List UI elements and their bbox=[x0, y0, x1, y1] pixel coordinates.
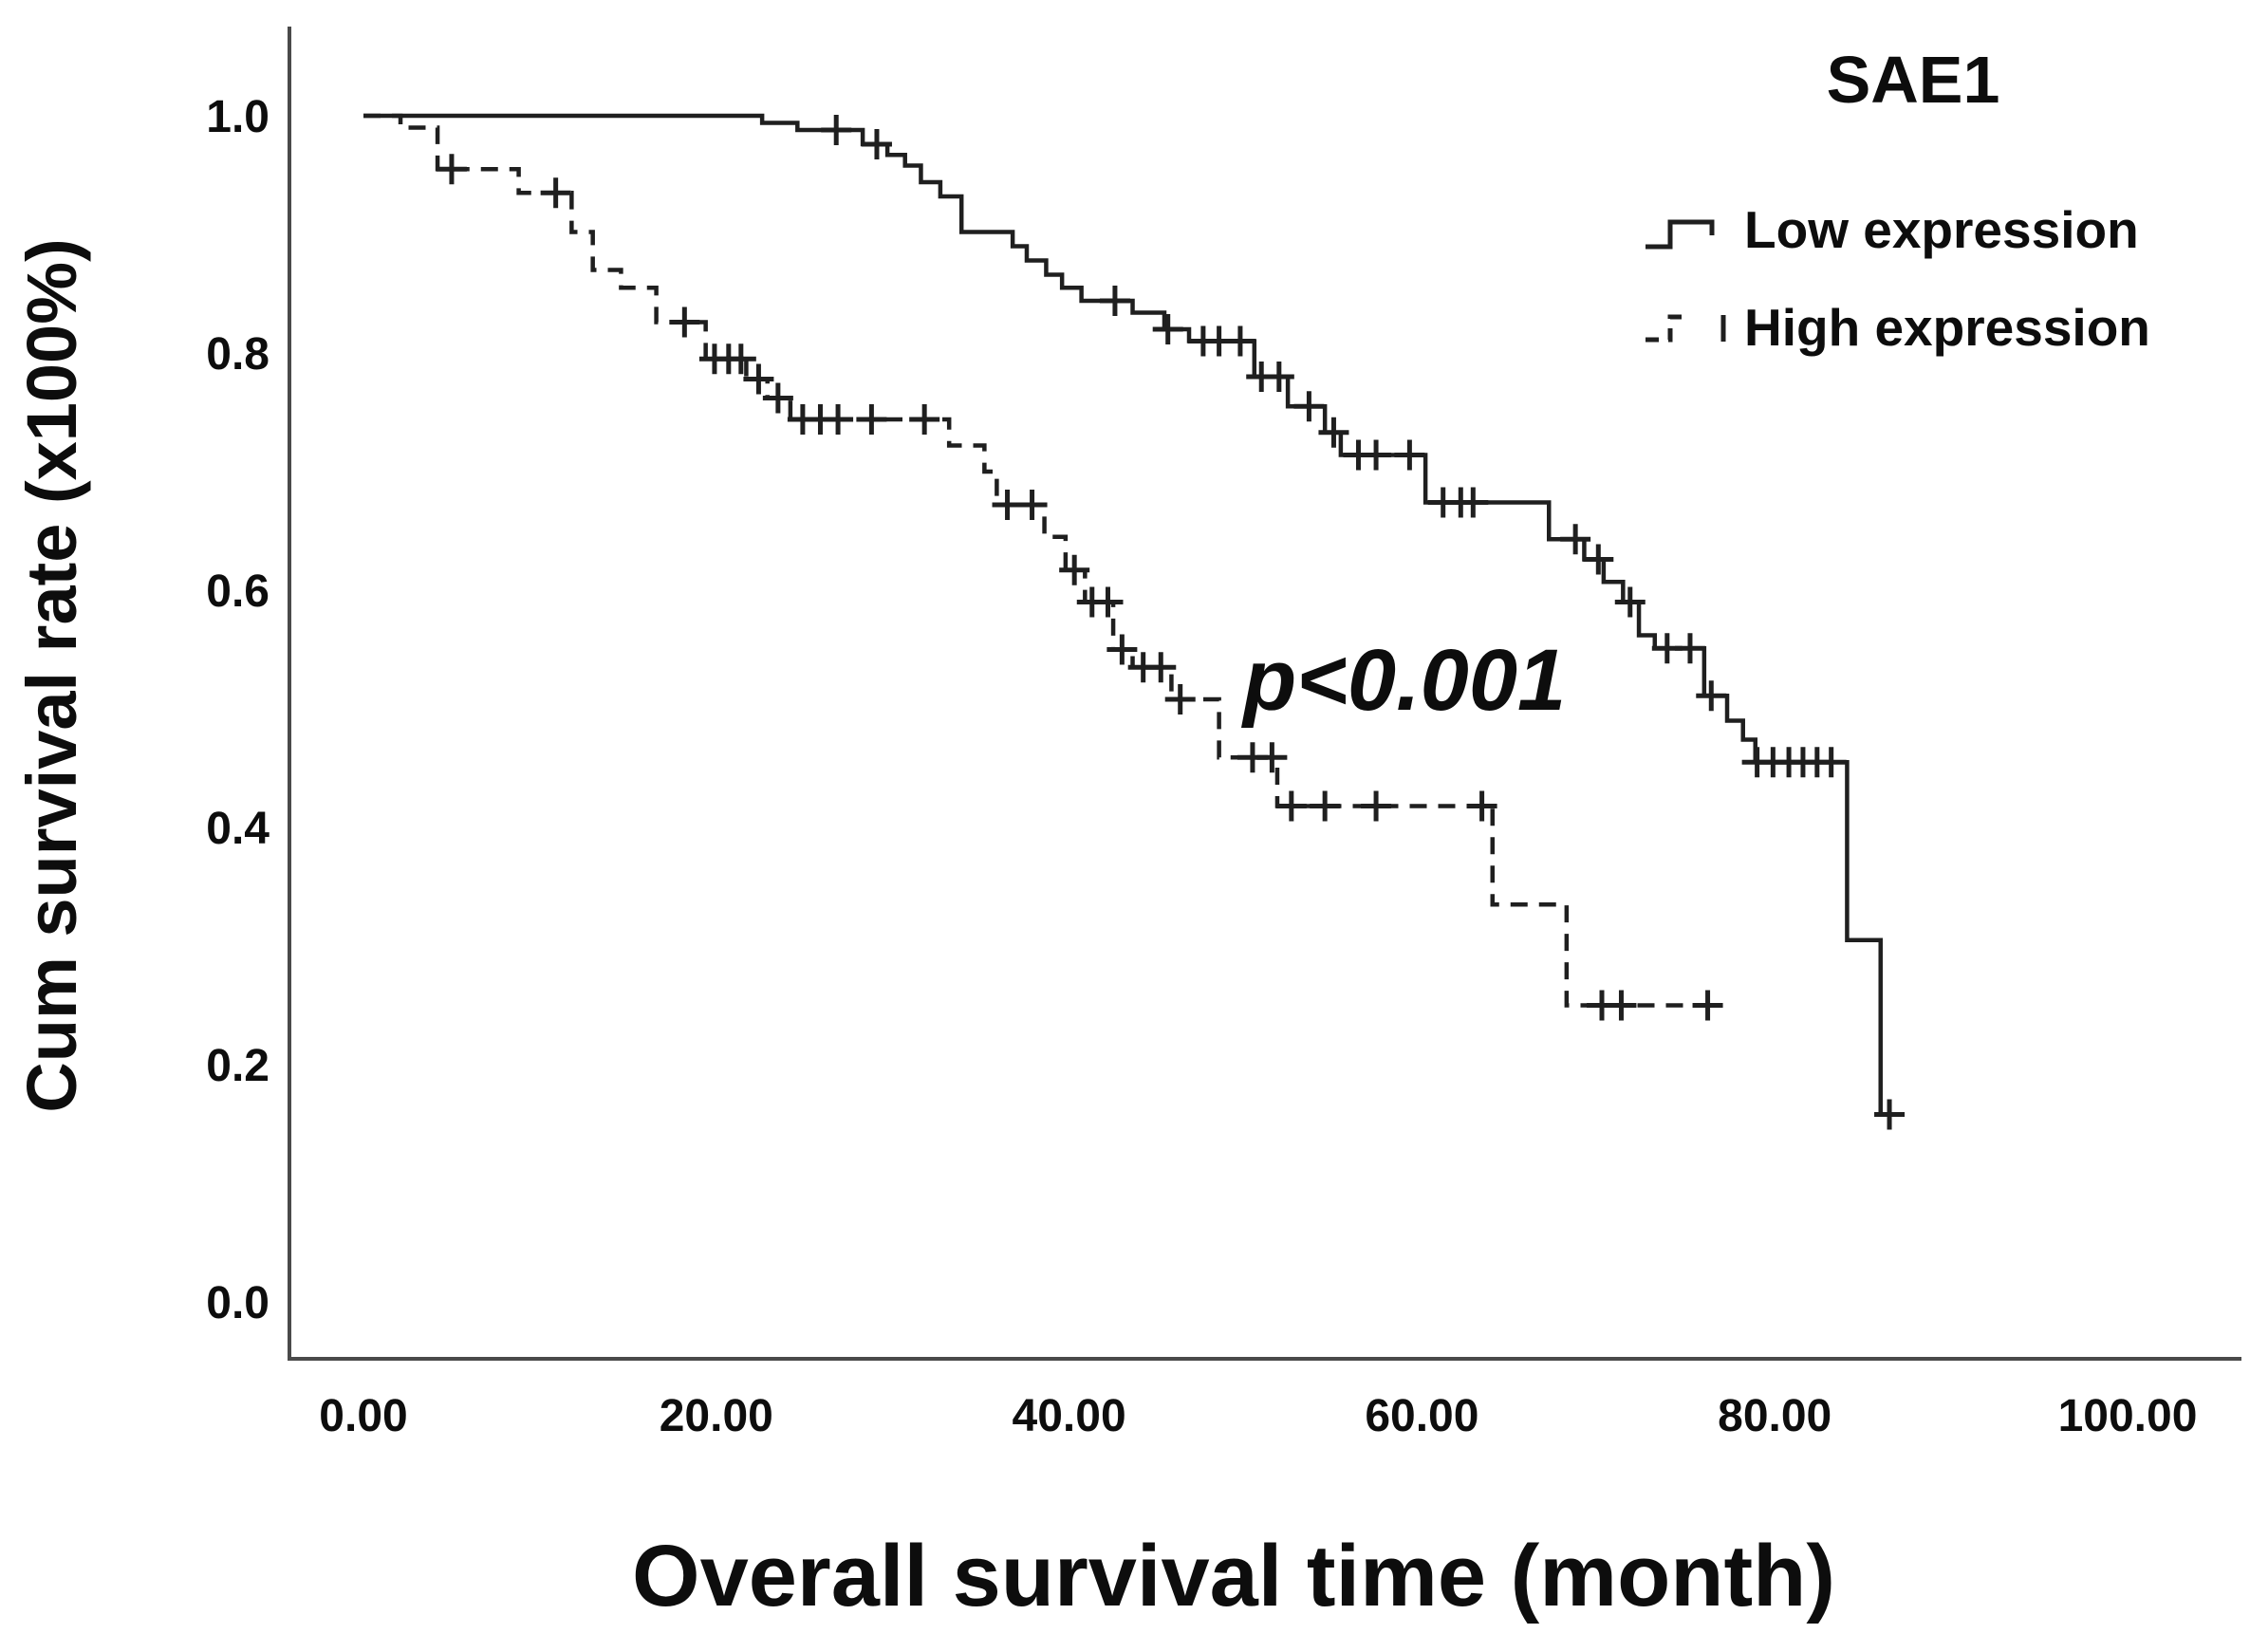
censor-plus-mark bbox=[1318, 417, 1349, 448]
censor-plus-mark bbox=[1692, 990, 1723, 1021]
censor-plus-mark bbox=[1224, 325, 1255, 357]
censor-plus-mark bbox=[1394, 439, 1425, 471]
y-tick-label: 0.0 bbox=[206, 1278, 270, 1328]
censor-plus-mark bbox=[1560, 524, 1591, 555]
censor-plus-mark bbox=[1815, 747, 1847, 778]
censor-plus-mark bbox=[823, 404, 854, 435]
legend-dashed-line-icon bbox=[1646, 314, 1685, 343]
censor-marks-low-expression bbox=[821, 115, 1906, 1130]
censor-plus-mark bbox=[861, 129, 892, 159]
censor-plus-mark bbox=[436, 154, 467, 185]
censor-plus-mark bbox=[1614, 586, 1646, 618]
p-value-annotation: p<0.001 bbox=[1240, 632, 1566, 729]
legend: SAE1 Low expression High expression bbox=[1646, 43, 2150, 357]
censor-plus-mark bbox=[1145, 652, 1177, 683]
censor-plus-mark bbox=[762, 382, 793, 414]
censor-plus-mark bbox=[1874, 1099, 1906, 1130]
x-axis-title: Overall survival time (month) bbox=[632, 1528, 1835, 1624]
censor-plus-mark bbox=[1361, 790, 1392, 822]
censor-plus-mark bbox=[1293, 391, 1325, 422]
censor-plus-mark bbox=[1164, 684, 1196, 715]
censor-plus-mark bbox=[821, 115, 852, 145]
censor-plus-mark bbox=[1099, 286, 1130, 316]
censor-plus-mark bbox=[725, 343, 756, 375]
survival-curve-high-expression bbox=[363, 113, 1722, 1008]
y-tick-label: 0.4 bbox=[206, 804, 270, 854]
censor-plus-mark bbox=[1310, 790, 1341, 822]
censor-plus-mark bbox=[1092, 586, 1124, 618]
censor-plus-mark bbox=[1059, 554, 1090, 585]
censor-plus-mark bbox=[1256, 742, 1288, 773]
y-tick-label: 0.8 bbox=[206, 329, 270, 380]
censor-plus-mark bbox=[1106, 634, 1138, 665]
censor-plus-mark bbox=[1275, 790, 1307, 822]
censor-plus-mark bbox=[1458, 487, 1489, 518]
y-tick-label: 0.2 bbox=[206, 1041, 270, 1091]
y-axis-title: Cum survival rate (x100%) bbox=[12, 238, 91, 1112]
x-tick-label: 20.00 bbox=[660, 1391, 773, 1441]
censor-plus-mark bbox=[1466, 790, 1497, 822]
x-tick-label: 100.00 bbox=[2058, 1391, 2198, 1441]
censor-plus-mark bbox=[909, 404, 940, 435]
legend-solid-line-icon bbox=[1646, 219, 1715, 250]
x-tick-label: 0.00 bbox=[319, 1391, 407, 1441]
legend-label-high: High expression bbox=[1744, 298, 2150, 357]
legend-label-low: Low expression bbox=[1744, 200, 2139, 259]
y-tick-labels: 0.0 0.2 0.4 0.6 0.8 1.0 bbox=[206, 92, 270, 1328]
censor-plus-mark bbox=[1016, 490, 1048, 520]
censor-plus-mark bbox=[1152, 314, 1183, 344]
x-tick-labels: 0.00 20.00 40.00 60.00 80.00 100.00 bbox=[319, 1391, 2197, 1441]
x-tick-label: 40.00 bbox=[1013, 1391, 1126, 1441]
survival-curve-low-expression bbox=[363, 113, 1903, 1117]
y-tick-label: 1.0 bbox=[206, 92, 270, 142]
censor-plus-mark bbox=[1674, 633, 1705, 664]
x-tick-label: 80.00 bbox=[1718, 1391, 1832, 1441]
axis-lines bbox=[288, 27, 2241, 1361]
censor-plus-mark bbox=[856, 404, 887, 435]
censor-plus-mark bbox=[1263, 362, 1294, 392]
censor-plus-mark bbox=[540, 177, 571, 209]
censor-plus-mark bbox=[1606, 990, 1637, 1021]
censor-plus-mark bbox=[1583, 544, 1614, 575]
censor-plus-mark bbox=[743, 363, 774, 395]
legend-title: SAE1 bbox=[1827, 43, 2000, 117]
censor-plus-mark bbox=[669, 306, 700, 338]
x-tick-label: 60.00 bbox=[1365, 1391, 1478, 1441]
censor-plus-mark bbox=[1361, 439, 1392, 471]
y-tick-label: 0.6 bbox=[206, 566, 270, 617]
censor-plus-mark bbox=[1696, 680, 1727, 712]
censor-marks-high-expression bbox=[436, 154, 1723, 1021]
